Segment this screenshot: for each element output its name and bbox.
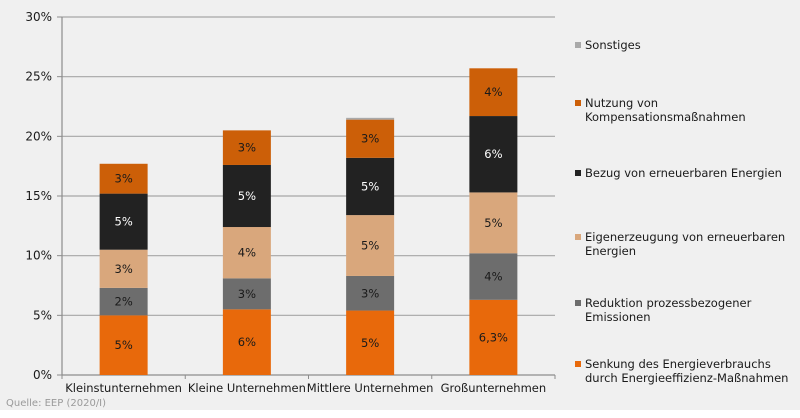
y-tick-label: 15% [25,189,52,203]
data-label: 6% [238,335,256,349]
bar-segment [469,299,518,375]
data-label: 3% [115,172,133,186]
bar-segment [469,68,518,117]
bar-segment [222,130,271,165]
y-tick-label: 25% [25,70,52,84]
bar-segment [346,310,395,375]
bar-segment [99,249,148,288]
x-category-label: Großunternehmen [441,381,547,395]
legend-label: durch Energieeffizienz-Maßnahmen [585,371,789,385]
bar-segment [222,278,271,310]
y-tick-label: 30% [25,10,52,24]
x-category-label: Mittlere Unternehmen [307,381,434,395]
x-category-label: Kleinstunternehmen [65,381,182,395]
data-label: 4% [484,270,502,284]
legend-label: Nutzung von [585,96,659,110]
y-tick-label: 20% [25,129,52,143]
data-label: 5% [238,189,256,203]
y-tick-label: 10% [25,249,52,263]
data-label: 3% [238,287,256,301]
legend-label: Energien [585,244,637,258]
data-label: 6,3% [479,330,508,344]
legend-item: Sonstiges [575,38,800,52]
source-note: Quelle: EEP (2020/I) [6,398,107,409]
legend-label: Eigenerzeugung von erneuerbaren [585,230,786,244]
bar-segment [346,275,395,311]
data-label: 3% [361,286,379,300]
data-label: 4% [484,85,502,99]
data-label: 5% [361,336,379,350]
legend-swatch-icon [575,300,581,306]
x-category-label: Kleine Unternehmen [188,381,306,395]
legend-swatch-icon [575,170,581,176]
legend-swatch-icon [575,361,581,367]
bar-segment [469,253,518,300]
data-label: 5% [115,215,133,229]
y-tick-label: 0% [33,368,52,382]
legend-item: Bezug von erneuerbaren Energien [575,166,800,180]
legend-swatch-icon [575,100,581,106]
bar-segment [346,117,395,120]
data-label: 5% [115,338,133,352]
legend-item: Nutzung von Kompensationsmaßnahmen [575,96,800,124]
data-label: 4% [238,246,256,260]
data-label: 5% [361,179,379,193]
legend-label: Emissionen [585,310,651,324]
bar-segment [222,309,271,375]
bar-segment [469,192,518,254]
data-label: 6% [484,147,502,161]
y-tick-label: 5% [33,308,52,322]
data-label: 3% [361,132,379,146]
data-label: 5% [484,216,502,230]
bar-segment [99,287,148,316]
bar-segment [346,157,395,216]
data-label: 3% [238,141,256,155]
data-label: 5% [361,239,379,253]
legend-label: Senkung des Energieverbrauchs [585,357,771,371]
legend-item: Senkung des Energieverbrauchs durch Energ… [575,357,800,385]
data-label: 2% [115,295,133,309]
bar-segment [222,227,271,279]
legend-label: Kompensationsmaßnahmen [585,110,746,124]
bar-segment [346,119,395,158]
legend-item: Eigenerzeugung von erneuerbaren Energien [575,230,800,258]
bar-segment [469,116,518,193]
legend-label: Reduktion prozessbezogener [585,296,752,310]
bar-segment [99,315,148,375]
legend-swatch-icon [575,234,581,240]
bar-segment [346,215,395,276]
legend-swatch-icon [575,42,581,48]
legend-label: Sonstiges [585,38,641,52]
bar-segment [222,164,271,228]
bar-segment [99,163,148,194]
bar-segment [99,193,148,250]
legend-item: Reduktion prozessbezogener Emissionen [575,296,800,324]
data-label: 3% [115,262,133,276]
legend-label: Bezug von erneuerbaren Energien [585,166,782,180]
